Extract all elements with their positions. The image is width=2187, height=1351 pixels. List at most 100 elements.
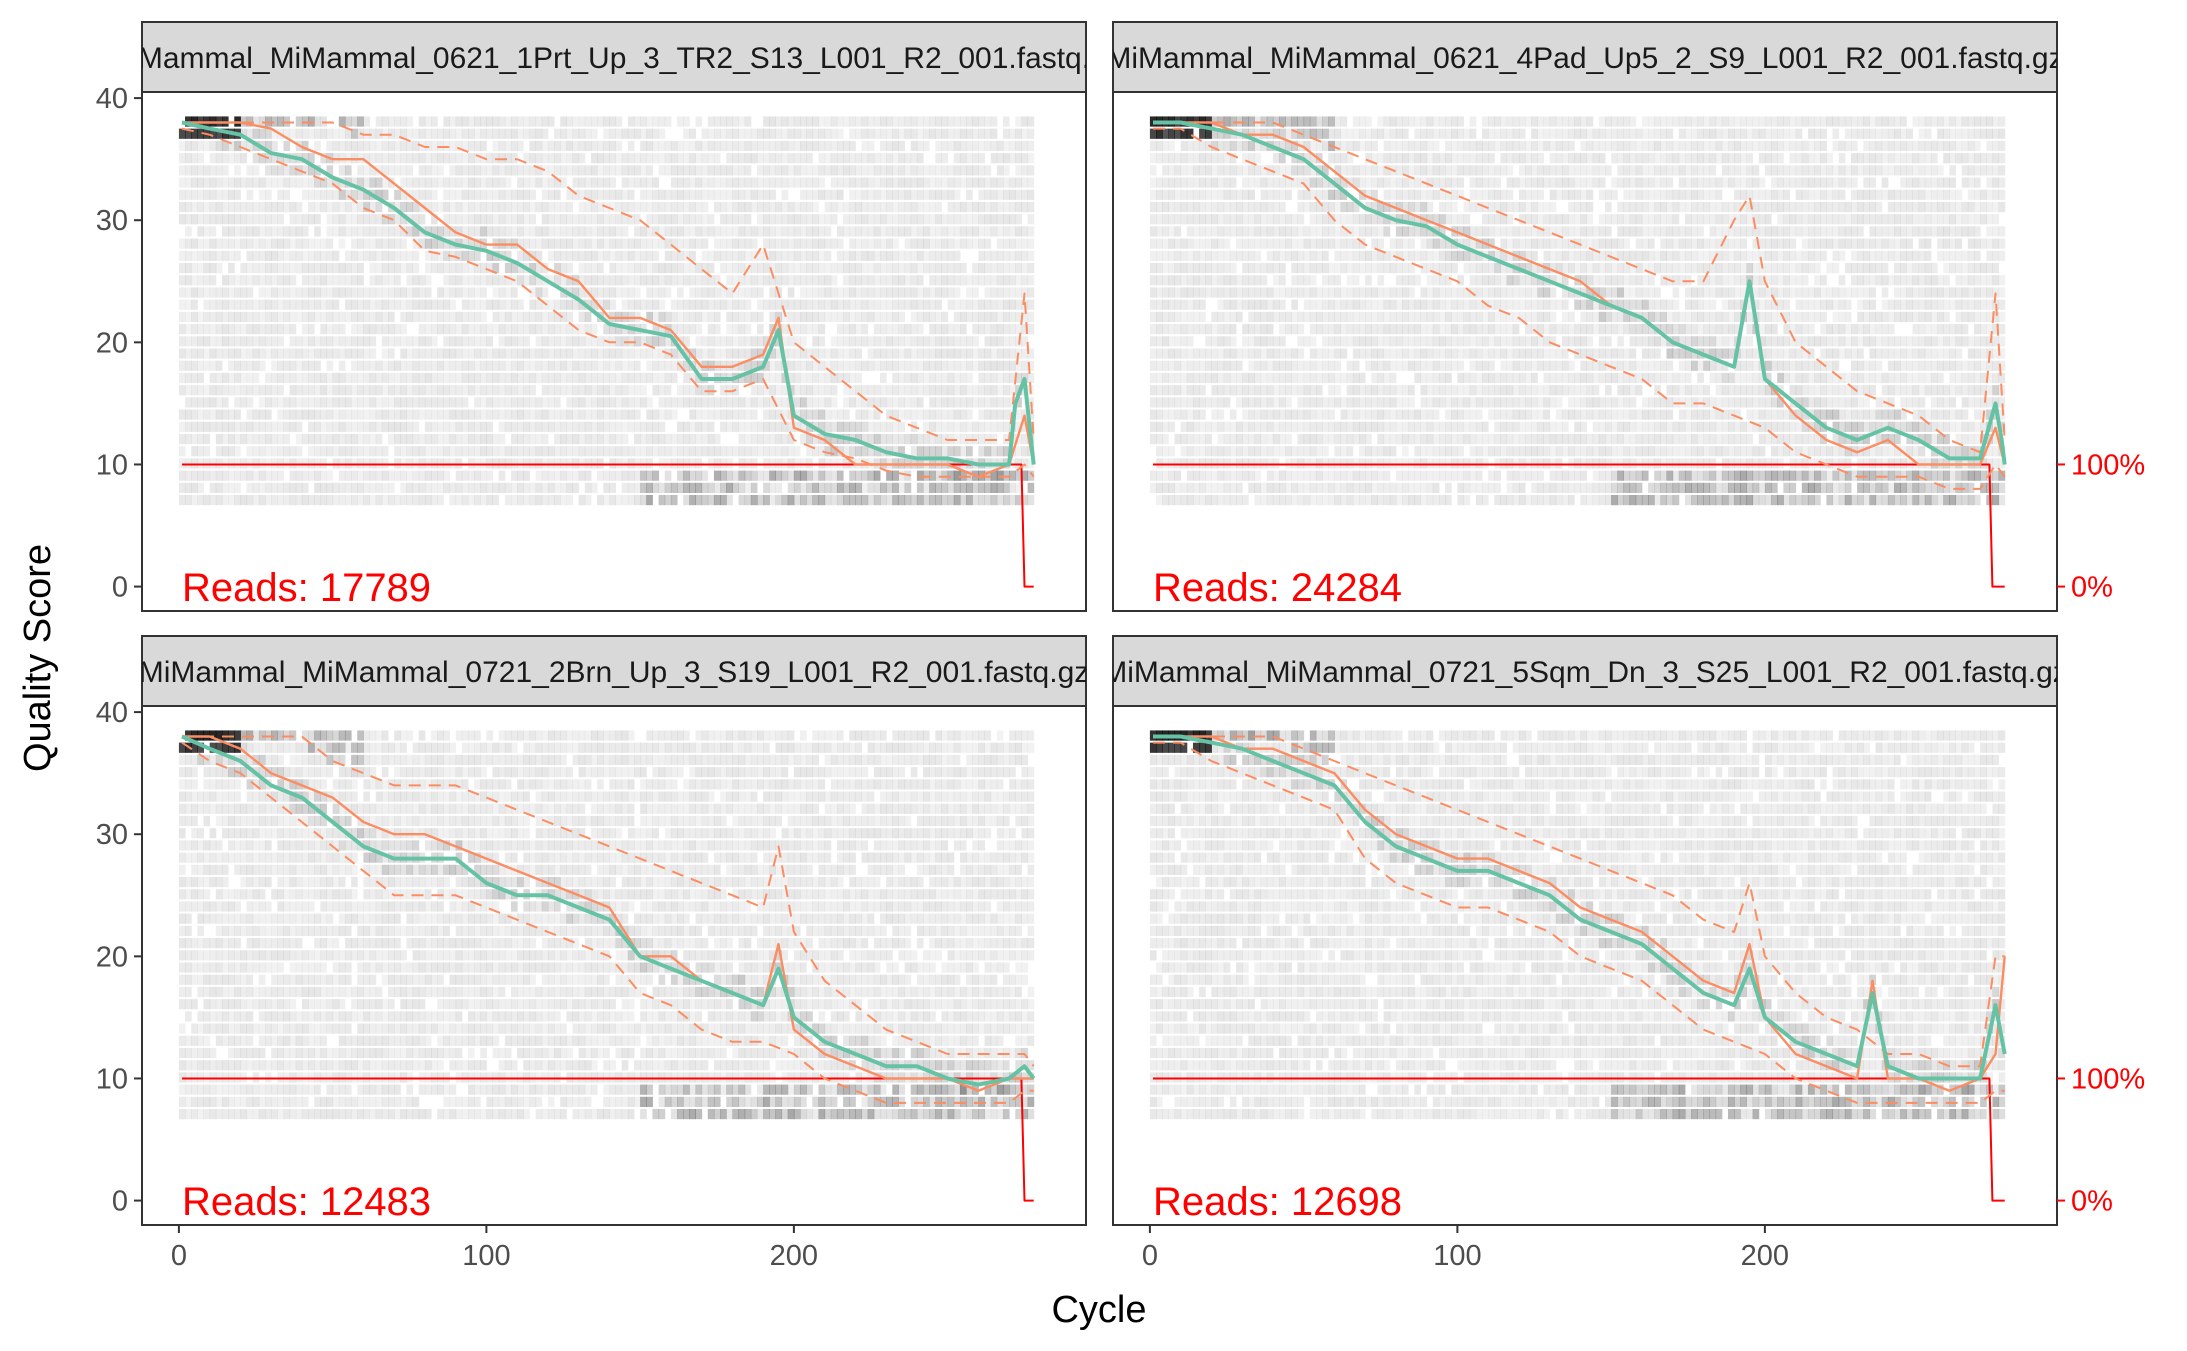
heatmap-cell (271, 360, 278, 371)
heatmap-cell (670, 482, 678, 493)
heatmap-cell (1279, 324, 1286, 335)
heatmap-cell (486, 226, 494, 237)
heatmap-cell (898, 360, 906, 371)
heatmap-cell (683, 140, 690, 152)
heatmap-cell (603, 494, 610, 506)
heatmap-cell (916, 311, 924, 323)
heatmap-cell (947, 165, 955, 176)
heatmap-cell (338, 421, 346, 432)
heatmap-cell (1168, 324, 1175, 335)
heatmap-cell (424, 470, 432, 481)
heatmap-cell (1002, 177, 1010, 188)
heatmap-cell (984, 324, 992, 335)
heatmap-cell (461, 385, 469, 396)
heatmap-cell (191, 348, 198, 359)
heatmap-cell (1174, 433, 1182, 445)
heatmap-cell (529, 262, 537, 274)
heatmap-cell (1015, 397, 1022, 408)
heatmap-cell (1217, 287, 1225, 298)
heatmap-cell (1015, 311, 1022, 323)
heatmap-cell (1199, 311, 1206, 323)
heatmap-cell (400, 226, 407, 237)
heatmap-cell (271, 165, 278, 176)
heatmap-cell (892, 165, 899, 176)
heatmap-cell (732, 262, 740, 274)
heatmap-cell (738, 494, 746, 506)
heatmap-cell (941, 470, 949, 481)
heatmap-cell (455, 433, 463, 445)
heatmap-cell (732, 140, 740, 152)
heatmap-cell (787, 372, 795, 384)
heatmap-cell (1149, 140, 1157, 152)
heatmap-cell (498, 409, 506, 420)
heatmap-cell (252, 177, 260, 188)
heatmap-cell (1297, 372, 1305, 384)
heatmap-cell (338, 433, 346, 445)
heatmap-cell (646, 201, 653, 213)
heatmap-cell (953, 372, 961, 384)
heatmap-cell (301, 165, 309, 176)
heatmap-cell (763, 470, 770, 481)
heatmap-cell (517, 189, 524, 200)
heatmap-cell (824, 165, 832, 176)
heatmap-cell (566, 250, 573, 261)
heatmap-cell (363, 177, 371, 188)
heatmap-cell (197, 275, 204, 286)
heatmap-cell (535, 201, 543, 213)
heatmap-cell (1156, 470, 1163, 481)
heatmap-cell (314, 409, 321, 420)
heatmap-cell (633, 287, 641, 298)
heatmap-cell (615, 201, 623, 213)
heatmap-cell (597, 116, 604, 127)
heatmap-cell (252, 360, 260, 371)
panel-background (142, 92, 1086, 611)
heatmap-cell (886, 385, 893, 396)
heatmap-cell (781, 299, 789, 310)
heatmap-cell (572, 140, 580, 152)
heatmap-cell (726, 458, 733, 469)
heatmap-cell (756, 385, 764, 396)
heatmap-cell (461, 262, 469, 274)
heatmap-cell (640, 116, 647, 127)
heatmap-cell (793, 446, 801, 457)
heatmap-cell (1242, 165, 1249, 176)
heatmap-cell (234, 433, 241, 445)
heatmap-cell (855, 262, 863, 274)
heatmap-cell (935, 153, 942, 164)
heatmap-cell (308, 324, 315, 335)
heatmap-cell (1272, 287, 1280, 298)
heatmap-cell (1285, 494, 1292, 506)
heatmap-cell (535, 165, 543, 176)
heatmap-cell (584, 311, 592, 323)
heatmap-cell (830, 189, 838, 200)
heatmap-cell (326, 446, 334, 457)
heatmap-cell (363, 421, 371, 432)
heatmap-cell (1285, 128, 1292, 139)
heatmap-cell (966, 421, 973, 432)
heatmap-cell (664, 372, 672, 384)
heatmap-cell (640, 421, 647, 432)
heatmap-cell (308, 494, 315, 506)
heatmap-cell (781, 397, 789, 408)
heatmap-cell (197, 421, 204, 432)
heatmap-cell (775, 177, 783, 188)
heatmap-cell (283, 324, 291, 335)
heatmap-cell (1266, 360, 1274, 371)
heatmap-cell (658, 458, 666, 469)
heatmap-cell (572, 128, 580, 139)
heatmap-cell (664, 201, 672, 213)
heatmap-cell (836, 324, 844, 335)
heatmap-cell (861, 165, 869, 176)
heatmap-cell (664, 470, 672, 481)
heatmap-cell (523, 128, 530, 139)
heatmap-cell (486, 177, 494, 188)
heatmap-cell (1279, 421, 1286, 432)
heatmap-cell (510, 372, 518, 384)
heatmap-cell (431, 189, 438, 200)
heatmap-cell (1235, 238, 1243, 249)
heatmap-cell (523, 348, 530, 359)
heatmap-cell (1309, 153, 1317, 164)
heatmap-cell (855, 128, 863, 139)
heatmap-cell (1027, 165, 1035, 176)
